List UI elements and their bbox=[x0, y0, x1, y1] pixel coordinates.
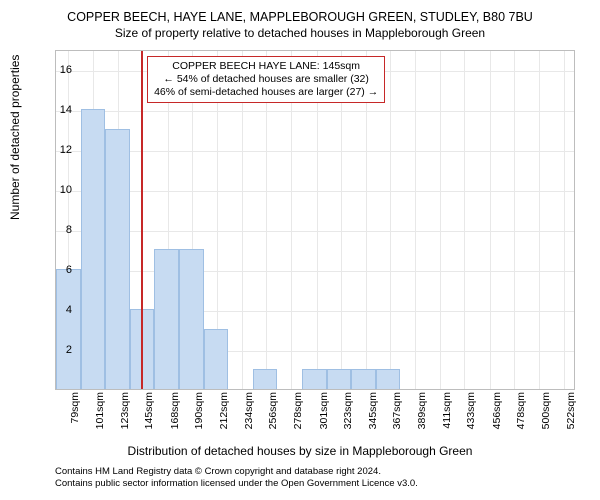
annotation-line3: 46% of semi-detached houses are larger (… bbox=[154, 86, 378, 98]
gridline-v bbox=[464, 51, 465, 389]
chart-title-main: COPPER BEECH, HAYE LANE, MAPPLEBOROUGH G… bbox=[0, 0, 600, 24]
gridline-h bbox=[56, 111, 574, 112]
xtick-label: 79sqm bbox=[69, 392, 81, 452]
ytick-label: 16 bbox=[42, 64, 72, 76]
xtick-label: 433sqm bbox=[465, 392, 477, 452]
marker-annotation: COPPER BEECH HAYE LANE: 145sqm ← 54% of … bbox=[147, 56, 385, 103]
xtick-label: 478sqm bbox=[515, 392, 527, 452]
gridline-h bbox=[56, 191, 574, 192]
xtick-label: 168sqm bbox=[169, 392, 181, 452]
xtick-label: 234sqm bbox=[243, 392, 255, 452]
gridline-v bbox=[415, 51, 416, 389]
xtick-label: 323sqm bbox=[342, 392, 354, 452]
histogram-bar bbox=[253, 369, 278, 389]
gridline-h bbox=[56, 271, 574, 272]
xtick-label: 389sqm bbox=[416, 392, 428, 452]
gridline-h bbox=[56, 231, 574, 232]
histogram-bar bbox=[302, 369, 327, 389]
marker-line bbox=[141, 51, 143, 389]
xtick-label: 345sqm bbox=[367, 392, 379, 452]
gridline-v bbox=[440, 51, 441, 389]
xtick-label: 212sqm bbox=[218, 392, 230, 452]
ytick-label: 14 bbox=[42, 104, 72, 116]
xtick-label: 522sqm bbox=[565, 392, 577, 452]
ytick-label: 2 bbox=[42, 344, 72, 356]
histogram-bar bbox=[204, 329, 229, 389]
xtick-label: 411sqm bbox=[441, 392, 453, 452]
xtick-label: 301sqm bbox=[318, 392, 330, 452]
gridline-h bbox=[56, 151, 574, 152]
annotation-line2: ← 54% of detached houses are smaller (32… bbox=[163, 73, 368, 85]
histogram-bar bbox=[56, 269, 81, 389]
annotation-line1: COPPER BEECH HAYE LANE: 145sqm bbox=[172, 60, 360, 72]
histogram-bar bbox=[376, 369, 401, 389]
gridline-v bbox=[490, 51, 491, 389]
xtick-label: 278sqm bbox=[292, 392, 304, 452]
histogram-bar bbox=[105, 129, 130, 389]
xtick-label: 145sqm bbox=[143, 392, 155, 452]
y-axis-label: Number of detached properties bbox=[8, 55, 22, 220]
histogram-bar bbox=[81, 109, 106, 389]
credits-line2: Contains public sector information licen… bbox=[55, 478, 418, 489]
histogram-bar bbox=[154, 249, 179, 389]
gridline-v bbox=[564, 51, 565, 389]
ytick-label: 4 bbox=[42, 304, 72, 316]
xtick-label: 101sqm bbox=[94, 392, 106, 452]
histogram-bar bbox=[179, 249, 204, 389]
ytick-label: 6 bbox=[42, 264, 72, 276]
xtick-label: 123sqm bbox=[119, 392, 131, 452]
chart-title-sub: Size of property relative to detached ho… bbox=[0, 24, 600, 40]
credits: Contains HM Land Registry data © Crown c… bbox=[55, 466, 418, 490]
ytick-label: 8 bbox=[42, 224, 72, 236]
ytick-label: 10 bbox=[42, 184, 72, 196]
xtick-label: 256sqm bbox=[267, 392, 279, 452]
xtick-label: 456sqm bbox=[491, 392, 503, 452]
gridline-v bbox=[390, 51, 391, 389]
histogram-bar bbox=[351, 369, 376, 389]
chart-area: COPPER BEECH HAYE LANE: 145sqm ← 54% of … bbox=[55, 50, 575, 390]
ytick-label: 12 bbox=[42, 144, 72, 156]
xtick-label: 367sqm bbox=[391, 392, 403, 452]
histogram-bar bbox=[327, 369, 352, 389]
xtick-label: 190sqm bbox=[193, 392, 205, 452]
xtick-label: 500sqm bbox=[540, 392, 552, 452]
credits-line1: Contains HM Land Registry data © Crown c… bbox=[55, 466, 381, 477]
gridline-v bbox=[539, 51, 540, 389]
gridline-v bbox=[514, 51, 515, 389]
